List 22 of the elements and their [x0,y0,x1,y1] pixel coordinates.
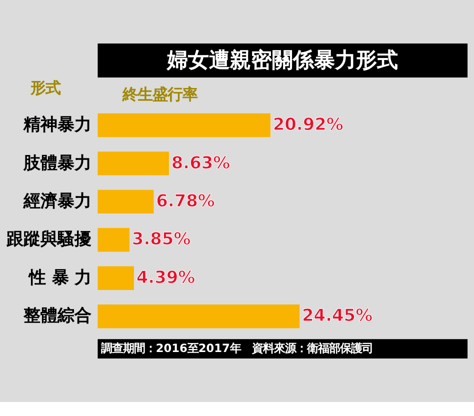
data-label: 3.85% [132,228,191,249]
y-axis-title: 形式 [30,79,61,98]
y-tick-label: 經濟暴力 [22,190,92,211]
y-tick-label: 整體綜合 [22,305,92,326]
bar [98,152,169,176]
bar [98,304,300,328]
chart-title: 婦女遭親密關係暴力形式 [166,48,398,72]
data-label: 20.92% [272,114,344,134]
text: 調查期間：2016至2017年 資料來源：衛福部保護司 [100,342,373,355]
bar [98,113,270,138]
data-label: 6.78% [156,190,215,211]
bar [98,266,134,290]
y-tick-label: 跟蹤與騷擾 [6,228,92,249]
bar [98,190,154,214]
data-label: 24.45% [302,305,373,326]
x-axis-title: 終生盛行率 [121,86,198,104]
bar [98,228,130,252]
y-tick-label: 肢體暴力 [22,152,92,172]
y-tick-label: 精神暴力 [22,114,92,134]
y-tick-label: 性 暴 力 [28,266,92,287]
data-label: 4.39% [136,266,196,287]
data-label: 8.63% [171,152,230,172]
